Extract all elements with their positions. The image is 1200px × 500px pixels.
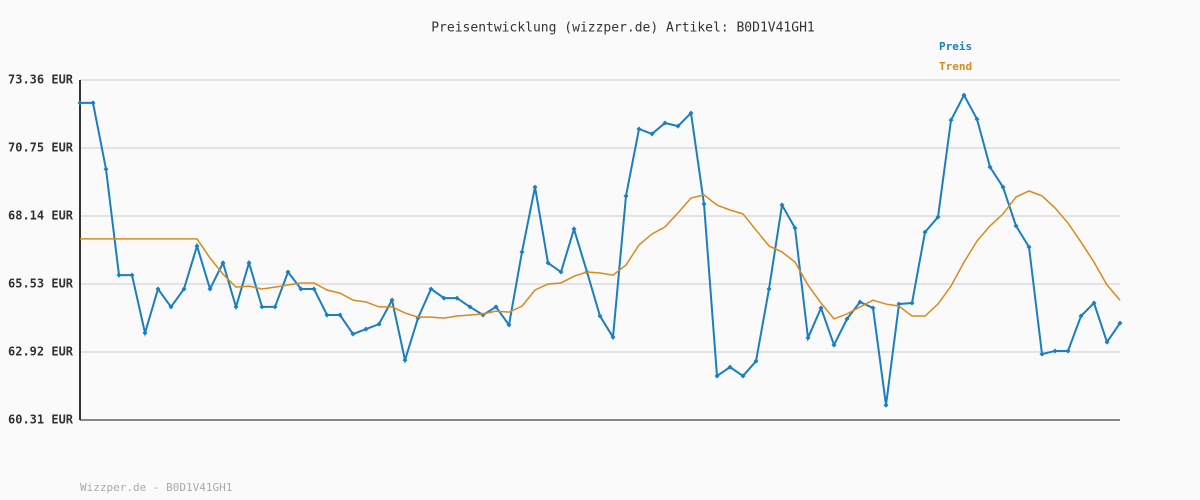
point-marker bbox=[844, 316, 850, 322]
point-marker bbox=[935, 214, 941, 220]
point-marker bbox=[558, 269, 564, 275]
point-marker bbox=[246, 260, 252, 266]
point-marker bbox=[649, 131, 655, 137]
point-marker bbox=[818, 305, 824, 311]
point-marker bbox=[337, 312, 343, 318]
point-marker bbox=[77, 100, 83, 106]
point-marker bbox=[363, 326, 369, 332]
point-marker bbox=[740, 373, 746, 379]
y-tick-label: 70.75 EUR bbox=[8, 141, 74, 155]
y-tick-label: 73.36 EUR bbox=[8, 73, 74, 87]
point-marker bbox=[662, 120, 668, 126]
legend-entry: Trend bbox=[939, 60, 972, 73]
point-marker bbox=[1065, 348, 1071, 354]
series-line bbox=[80, 190, 1121, 320]
point-marker bbox=[714, 373, 720, 379]
point-marker bbox=[129, 272, 135, 278]
point-marker bbox=[805, 335, 811, 341]
footer: Wizzper.de - B0D1V41GH1 bbox=[80, 481, 232, 494]
point-marker bbox=[298, 286, 304, 292]
point-marker bbox=[922, 229, 928, 235]
point-marker bbox=[155, 286, 161, 292]
y-tick-label: 62.92 EUR bbox=[8, 345, 74, 359]
point-marker bbox=[519, 249, 525, 255]
legend-entry: Preis bbox=[939, 40, 972, 53]
point-marker bbox=[636, 126, 642, 132]
point-marker bbox=[1078, 313, 1084, 319]
y-tick-label: 68.14 EUR bbox=[8, 209, 74, 223]
point-marker bbox=[1026, 244, 1032, 250]
point-marker bbox=[467, 304, 473, 310]
point-marker bbox=[311, 286, 317, 292]
point-marker bbox=[272, 304, 278, 310]
point-marker bbox=[441, 295, 447, 301]
point-marker bbox=[857, 299, 863, 305]
point-marker bbox=[766, 286, 772, 292]
point-marker bbox=[376, 321, 382, 327]
y-tick-label: 60.31 EUR bbox=[8, 413, 74, 427]
point-marker bbox=[259, 304, 265, 310]
point-marker bbox=[389, 297, 395, 303]
point-marker bbox=[116, 272, 122, 278]
point-marker bbox=[545, 260, 551, 266]
point-marker bbox=[207, 286, 213, 292]
point-marker bbox=[948, 117, 954, 123]
point-marker bbox=[324, 312, 330, 318]
point-marker bbox=[1039, 351, 1045, 357]
point-marker bbox=[1104, 339, 1110, 345]
point-marker bbox=[103, 166, 109, 172]
point-marker bbox=[142, 330, 148, 336]
point-marker bbox=[688, 110, 694, 116]
point-marker bbox=[792, 225, 798, 231]
point-marker bbox=[506, 322, 512, 328]
point-marker bbox=[194, 243, 200, 249]
point-marker bbox=[987, 164, 993, 170]
point-marker bbox=[285, 269, 291, 275]
point-marker bbox=[961, 92, 967, 98]
point-marker bbox=[1052, 348, 1058, 354]
point-marker bbox=[181, 286, 187, 292]
y-tick-label: 65.53 EUR bbox=[8, 277, 74, 291]
point-marker bbox=[428, 286, 434, 292]
point-marker bbox=[233, 304, 239, 310]
point-marker bbox=[350, 331, 356, 337]
point-marker bbox=[1117, 320, 1123, 326]
point-marker bbox=[168, 304, 174, 310]
point-marker bbox=[974, 116, 980, 122]
point-marker bbox=[909, 300, 915, 306]
point-marker bbox=[727, 364, 733, 370]
point-marker bbox=[532, 184, 538, 190]
point-marker bbox=[597, 313, 603, 319]
point-marker bbox=[779, 202, 785, 208]
point-marker bbox=[675, 123, 681, 129]
point-marker bbox=[831, 342, 837, 348]
chart-title: Preisentwicklung (wizzper.de) Artikel: B… bbox=[431, 21, 815, 36]
point-marker bbox=[493, 304, 499, 310]
point-marker bbox=[701, 201, 707, 207]
point-marker bbox=[1091, 300, 1097, 306]
point-marker bbox=[883, 402, 889, 408]
point-marker bbox=[571, 226, 577, 232]
point-marker bbox=[454, 295, 460, 301]
point-marker bbox=[623, 193, 629, 199]
point-marker bbox=[753, 358, 759, 364]
point-marker bbox=[610, 334, 616, 340]
point-marker bbox=[1000, 184, 1006, 190]
point-marker bbox=[220, 260, 226, 266]
point-marker bbox=[90, 100, 96, 106]
point-marker bbox=[1013, 223, 1019, 229]
point-marker bbox=[402, 357, 408, 363]
point-marker bbox=[870, 305, 876, 311]
